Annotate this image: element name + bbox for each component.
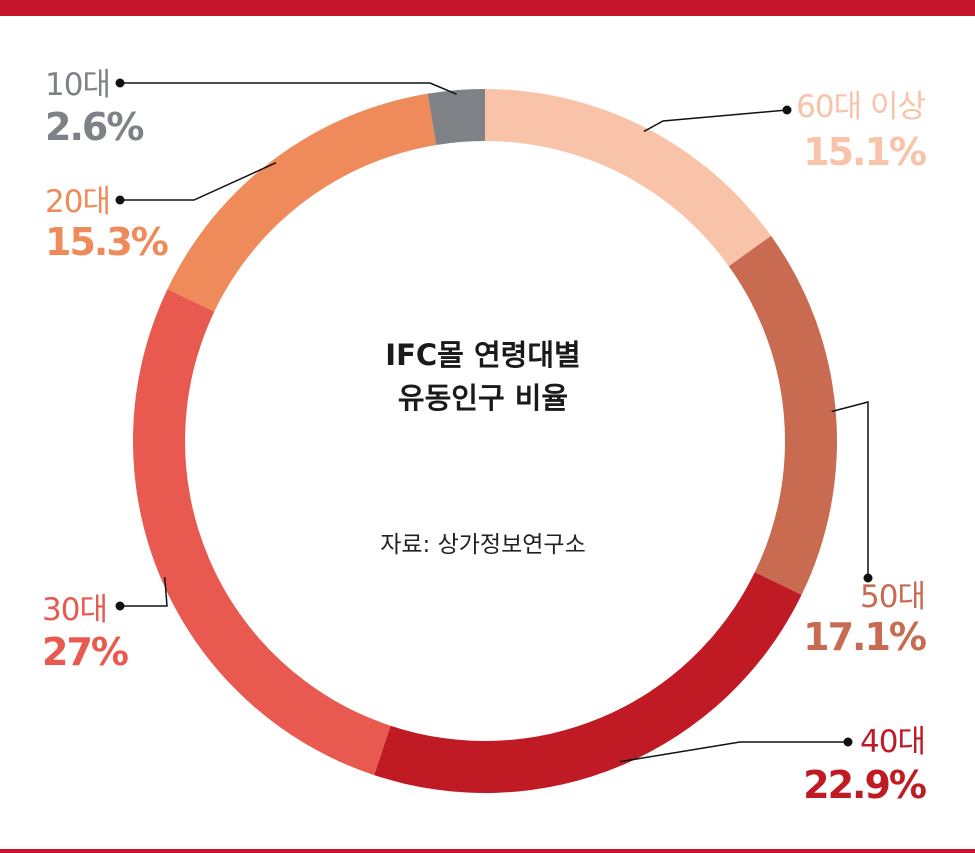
donut-slice bbox=[427, 89, 485, 145]
slice-category-label: 10대 bbox=[45, 67, 110, 103]
slice-value-label: 15.1% bbox=[803, 130, 926, 174]
chart-source: 자료: 상가정보연구소 bbox=[380, 532, 586, 558]
donut-slice bbox=[485, 89, 772, 267]
leader-lines bbox=[115, 78, 873, 763]
slice-value-label: 15.3% bbox=[45, 220, 168, 264]
slice-category-label: 40대 bbox=[860, 724, 925, 760]
donut-slices bbox=[132, 89, 837, 793]
leader-line bbox=[620, 741, 848, 763]
slice-category-label: 30대 bbox=[42, 592, 107, 628]
leader-line bbox=[831, 401, 869, 578]
leader-dot bbox=[115, 601, 125, 611]
donut-slice bbox=[132, 289, 391, 776]
donut-slice bbox=[728, 235, 837, 595]
leader-dot bbox=[115, 195, 125, 205]
donut-slice bbox=[167, 93, 437, 312]
leader-dot bbox=[843, 737, 853, 747]
slice-category-label: 60대 이상 bbox=[796, 89, 925, 125]
top-accent-bar bbox=[0, 0, 975, 16]
leader-line bbox=[643, 109, 788, 133]
chart-title-line-2: 유동인구 비율 bbox=[398, 381, 568, 415]
bottom-rule bbox=[0, 849, 975, 853]
leader-dot bbox=[782, 105, 792, 115]
chart-title-line-1: IFC몰 연령대별 bbox=[385, 338, 580, 372]
slice-value-label: 2.6% bbox=[45, 105, 143, 149]
slice-value-label: 22.9% bbox=[803, 763, 926, 807]
leader-line bbox=[120, 577, 168, 607]
leader-dot bbox=[863, 573, 873, 583]
slice-category-label: 50대 bbox=[860, 579, 925, 615]
leader-dot bbox=[115, 78, 125, 88]
slice-value-label: 27% bbox=[42, 630, 128, 674]
slice-category-label: 20대 bbox=[45, 184, 110, 220]
slice-value-label: 17.1% bbox=[803, 615, 926, 659]
leader-line bbox=[120, 82, 457, 95]
leader-line bbox=[120, 162, 277, 201]
donut-slice bbox=[374, 572, 802, 793]
